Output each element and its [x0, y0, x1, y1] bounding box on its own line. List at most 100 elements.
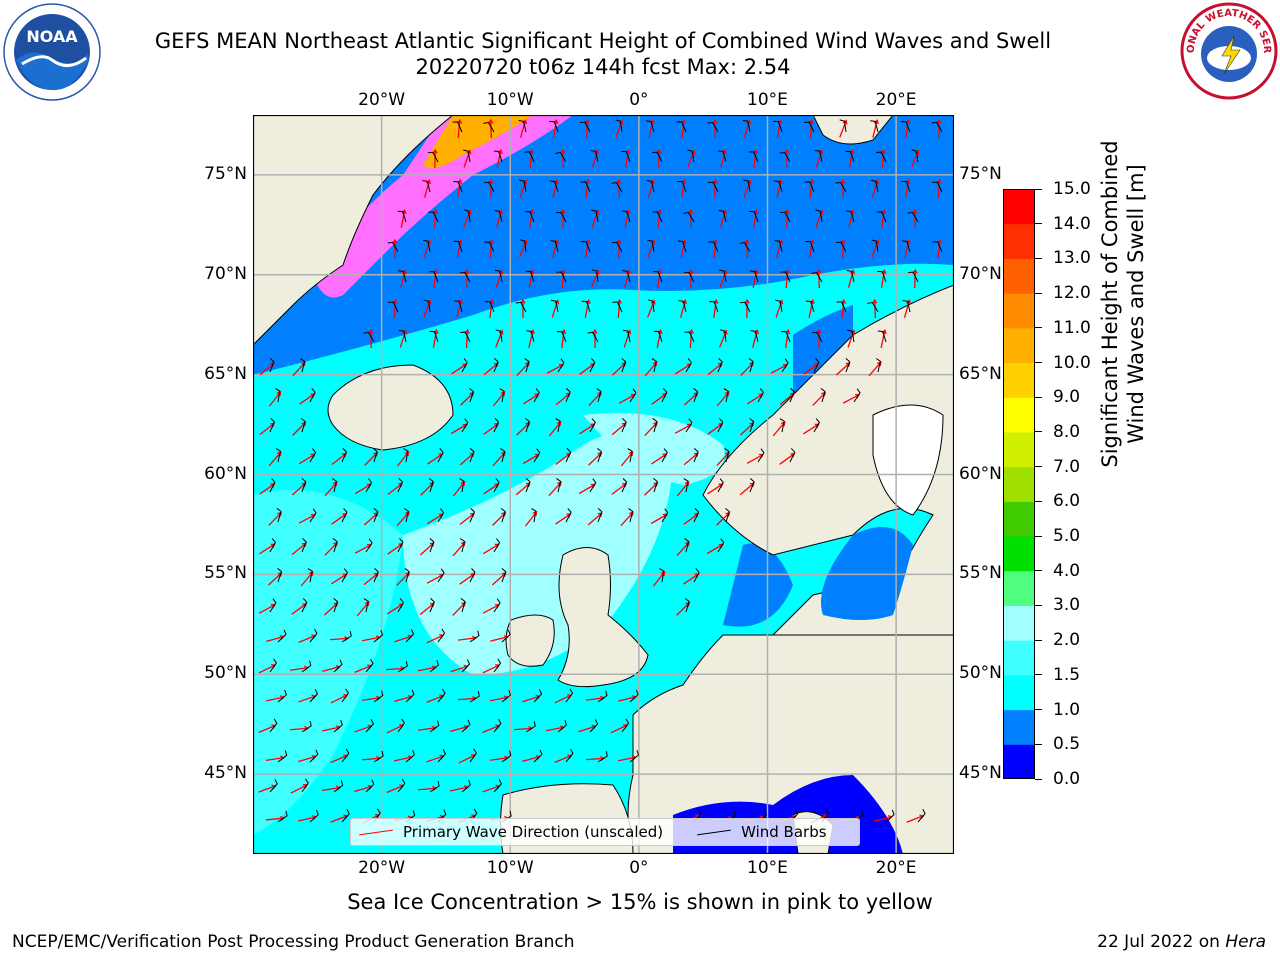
- wind-barb: [365, 658, 374, 673]
- wave-direction-arrow: [871, 180, 879, 198]
- wave-direction-arrow: [419, 602, 435, 616]
- wave-direction-arrow: [656, 330, 662, 348]
- wave-direction-arrow: [753, 149, 757, 169]
- wind-barb: [550, 240, 559, 253]
- wave-arrow-head: [333, 541, 339, 547]
- wave-arrow-head: [725, 451, 730, 457]
- wave-direction-arrow: [394, 635, 412, 643]
- wave-direction-arrow: [552, 180, 558, 198]
- wind-barb: [461, 358, 468, 373]
- wave-direction-arrow: [937, 239, 941, 259]
- wind-barb: [428, 477, 434, 493]
- wind-barb: [590, 150, 599, 163]
- wave-direction-arrow: [658, 149, 660, 169]
- wave-direction-arrow: [516, 422, 530, 436]
- wave-direction-arrow: [683, 513, 699, 525]
- wind-barb: [397, 778, 406, 793]
- lat-tick-label-left: 60°N: [204, 463, 247, 484]
- wind-barb: [661, 388, 668, 403]
- wind-barb: [341, 809, 350, 823]
- wind-barb: [533, 749, 543, 763]
- wind-barb: [615, 119, 623, 133]
- wave-direction-arrow: [258, 604, 276, 614]
- wave-direction-arrow: [457, 179, 461, 199]
- wind-barb: [429, 330, 439, 343]
- colorbar-tick: [1035, 362, 1042, 364]
- wave-direction-arrow: [522, 453, 540, 465]
- wave-direction-arrow: [354, 544, 372, 554]
- wind-barb: [333, 719, 343, 733]
- wind-barb: [629, 388, 637, 403]
- wind-barb: [469, 748, 477, 763]
- wave-arrow-head: [469, 391, 475, 397]
- ocean-coastal-band: [723, 543, 793, 627]
- wave-direction-arrow: [650, 513, 668, 525]
- wave-direction-arrow: [452, 481, 466, 497]
- wave-direction-arrow: [457, 697, 477, 701]
- wind-barb: [628, 508, 634, 523]
- wind-barb: [653, 271, 663, 283]
- wave-arrow-head: [460, 480, 466, 486]
- wave-direction-arrow: [904, 180, 910, 198]
- wind-barb: [743, 179, 751, 193]
- wind-barb: [749, 211, 759, 223]
- wave-direction-arrow: [292, 422, 306, 436]
- wave-arrow-head: [808, 118, 814, 124]
- wind-barb: [365, 779, 375, 793]
- wind-barb: [454, 300, 463, 313]
- legend-swatch-wind: [697, 829, 731, 835]
- colorbar-tick: [1035, 223, 1042, 225]
- wave-arrow-head: [629, 511, 634, 517]
- wave-direction-arrow: [457, 637, 477, 641]
- wind-barb: [555, 211, 567, 223]
- wave-arrow-head: [597, 391, 602, 397]
- wind-barb: [839, 119, 847, 133]
- wave-direction-arrow: [552, 240, 558, 258]
- colorbar-level-label: 0.0: [1053, 769, 1081, 789]
- wave-arrow-head: [520, 298, 526, 304]
- wind-barb: [589, 478, 597, 493]
- wind-barb: [877, 330, 887, 343]
- wind-barb: [301, 598, 308, 613]
- lon-tick-label-top: 10°W: [486, 90, 534, 110]
- wind-barb: [621, 478, 628, 493]
- colorbar-level-label: 7.0: [1053, 456, 1081, 477]
- wave-direction-arrow: [803, 363, 819, 375]
- wind-barb: [307, 568, 313, 583]
- wave-direction-arrow: [457, 119, 461, 139]
- wave-direction-arrow: [776, 180, 782, 198]
- baltic-sea: [821, 527, 913, 620]
- wind-barb: [565, 688, 574, 703]
- wave-direction-arrow: [424, 180, 430, 198]
- wind-barb: [372, 447, 378, 463]
- wave-direction-arrow: [937, 179, 941, 199]
- wave-arrow-head: [426, 299, 432, 305]
- wind-barb: [341, 448, 347, 463]
- wave-direction-arrow: [426, 634, 444, 644]
- wave-direction-arrow: [620, 511, 634, 527]
- wave-direction-arrow: [554, 694, 572, 704]
- wave-direction-arrow: [548, 481, 562, 497]
- wave-direction-arrow: [400, 270, 406, 288]
- wave-direction-arrow: [880, 330, 886, 348]
- wave-direction-arrow: [386, 784, 404, 794]
- wind-barb: [269, 418, 275, 433]
- wind-barb: [597, 690, 608, 703]
- colorbar-tick: [1035, 396, 1042, 398]
- wind-barb: [717, 478, 724, 493]
- wave-direction-arrow: [387, 603, 403, 615]
- wave-direction-arrow: [586, 119, 588, 139]
- wave-direction-arrow: [585, 697, 605, 701]
- wave-direction-arrow: [459, 512, 475, 526]
- wave-arrow-head: [653, 421, 658, 427]
- colorbar-title: Significant Height of Combined Wind Wave…: [1097, 124, 1149, 484]
- wave-direction-arrow: [847, 270, 855, 288]
- land-great-britain: [557, 547, 649, 688]
- wind-barb: [493, 358, 499, 373]
- wind-barb: [429, 537, 435, 553]
- sea-ice-zone: [313, 115, 573, 298]
- wind-barb: [683, 478, 689, 493]
- wave-direction-arrow: [779, 392, 795, 406]
- wave-direction-arrow: [548, 421, 562, 437]
- wind-barb: [437, 749, 447, 763]
